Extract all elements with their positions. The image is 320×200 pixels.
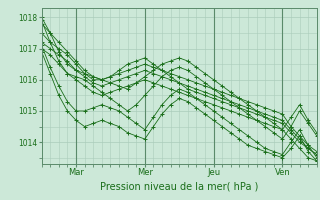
X-axis label: Pression niveau de la mer( hPa ): Pression niveau de la mer( hPa ) [100, 181, 258, 191]
